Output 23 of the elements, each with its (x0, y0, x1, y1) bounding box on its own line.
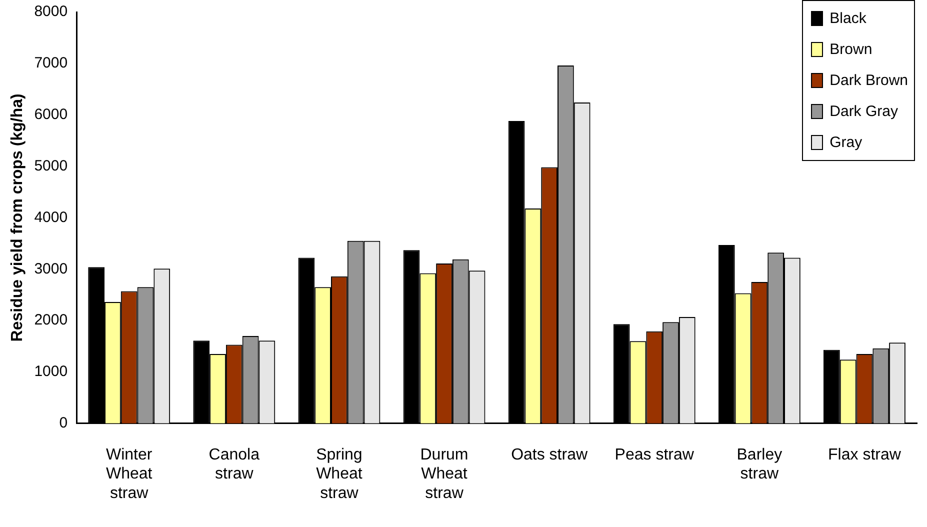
legend-label: Dark Brown (830, 71, 908, 91)
x-tick-label: Flax straw (828, 446, 902, 464)
x-tick-label: Spring Wheat straw (316, 446, 363, 502)
legend-label: Brown (830, 40, 872, 60)
x-tick-label: Oats straw (511, 446, 588, 464)
legend-label: Gray (830, 133, 862, 153)
y-tick-label: 7000 (34, 54, 68, 72)
y-tick-label: 6000 (34, 106, 68, 123)
x-tick-label: Durum Wheat straw (420, 446, 468, 502)
y-tick-label: 8000 (34, 3, 68, 20)
x-tick-label: Canola straw (208, 446, 260, 483)
legend-label: Dark Gray (830, 102, 898, 122)
legend-label: Black (830, 9, 866, 29)
y-tick-label: 3000 (34, 260, 68, 278)
y-tick-label: 2000 (34, 312, 68, 329)
x-tick-label: Barley straw (736, 446, 782, 483)
x-tick-label: Peas straw (614, 446, 694, 464)
y-axis-title: Residue yield from crops (kg/ha) (9, 94, 26, 342)
y-tick-label: 1000 (34, 363, 68, 380)
x-tick-label: Winter Wheat straw (106, 446, 153, 502)
y-tick-label: 5000 (34, 157, 68, 174)
y-tick-label: 0 (59, 414, 68, 432)
y-tick-label: 4000 (34, 208, 68, 226)
